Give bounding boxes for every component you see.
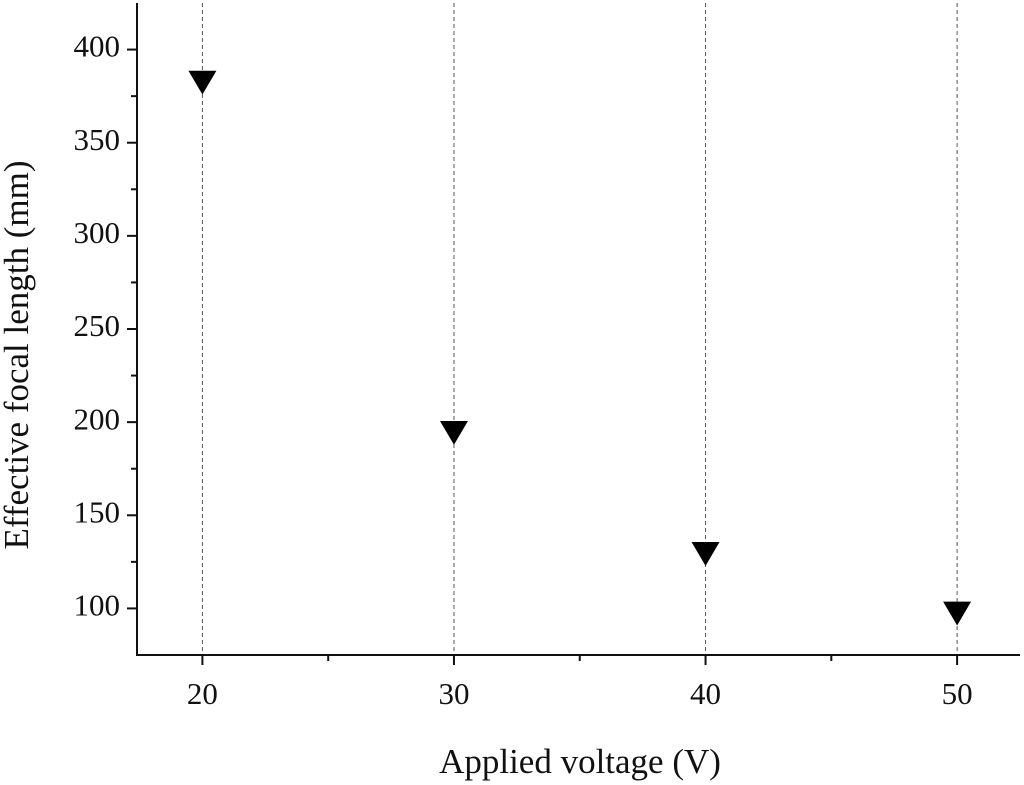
y-tick-label: 150 — [74, 494, 121, 529]
y-tick-label: 400 — [74, 29, 121, 64]
x-axis-label: Applied voltage (V) — [439, 742, 721, 781]
marker — [188, 70, 217, 95]
y-axis-label: Effective focal length (mm) — [0, 160, 36, 549]
x-tick-label: 50 — [942, 676, 973, 711]
y-tick-label: 250 — [74, 308, 121, 343]
y-tick-label: 350 — [74, 122, 121, 157]
marker — [439, 420, 468, 445]
x-tick-label: 40 — [690, 676, 721, 711]
marker — [943, 601, 972, 626]
y-tick-label: 200 — [74, 401, 121, 436]
marker — [691, 542, 720, 566]
y-tick-label: 100 — [74, 588, 121, 623]
y-tick-label: 300 — [74, 215, 121, 250]
x-tick-label: 20 — [187, 676, 218, 711]
x-tick-label: 30 — [438, 676, 469, 711]
